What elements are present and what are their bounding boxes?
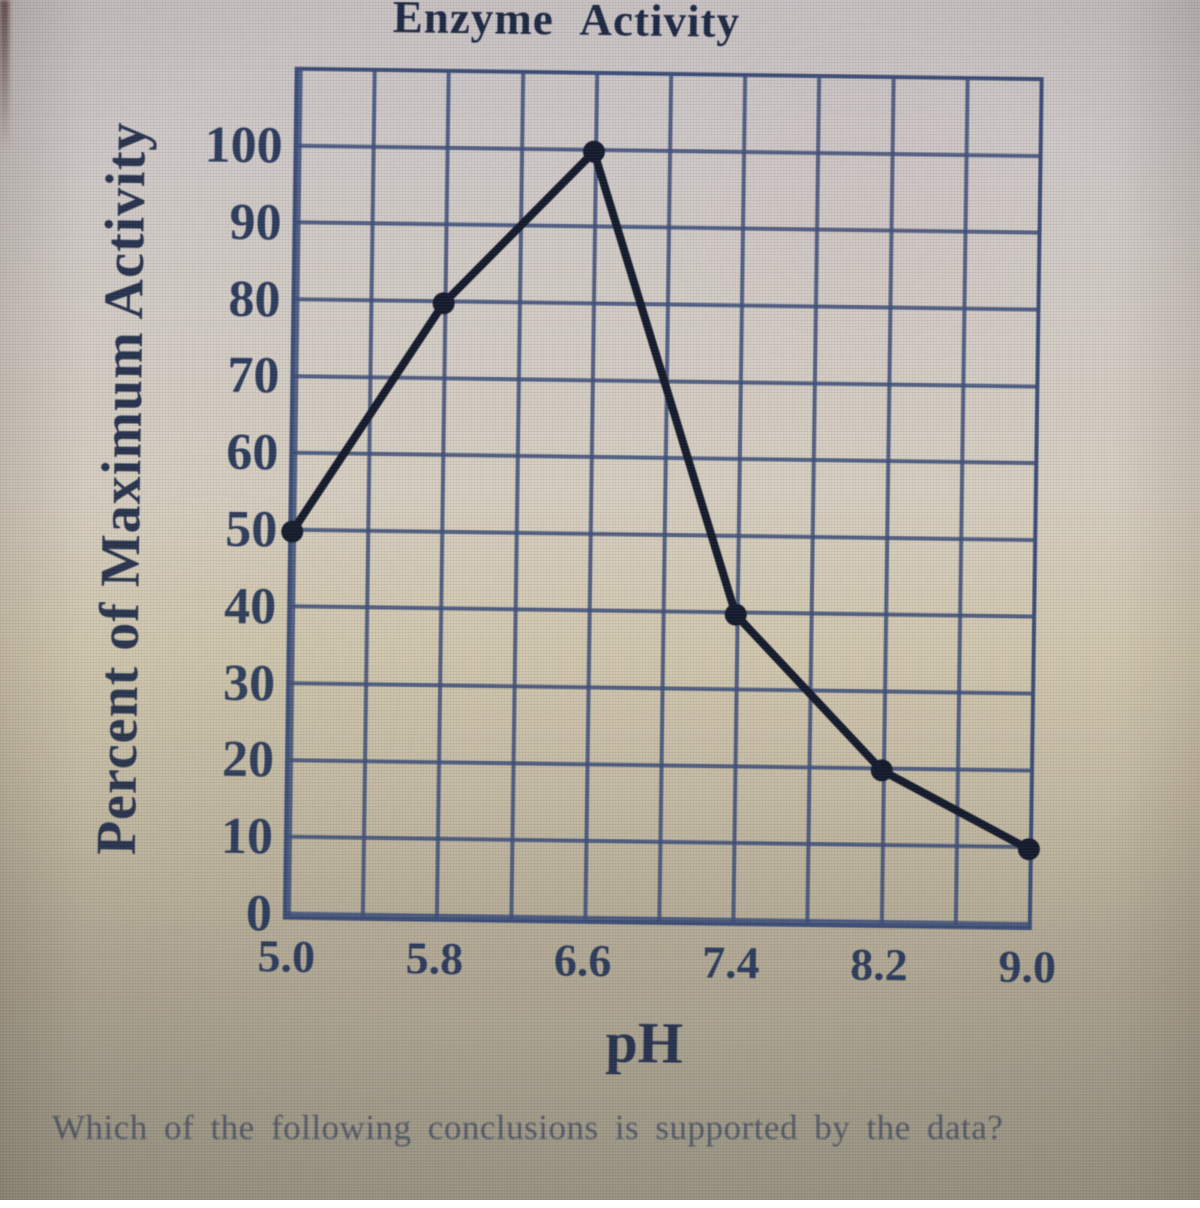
x-tick-label: 8.2: [850, 942, 908, 989]
x-tick-label: 6.6: [554, 937, 612, 984]
activity-polyline: [288, 148, 1039, 850]
y-tick-label: 30: [223, 657, 276, 710]
y-tick-label: 40: [224, 580, 277, 633]
y-tick-label: 90: [229, 196, 282, 249]
chart-title: Enzyme Activity: [346, 0, 787, 49]
x-axis-label: pH: [605, 1009, 683, 1077]
plot-area: [283, 67, 1044, 930]
question-text: Which of the following conclusions is su…: [52, 1108, 1182, 1148]
y-tick-label: 50: [225, 504, 278, 557]
y-tick-label: 80: [228, 273, 281, 326]
y-tick-label: 70: [227, 350, 280, 403]
y-tick-label: 20: [222, 734, 275, 787]
x-tick-label: 9.0: [998, 944, 1056, 991]
photo-edge-artifact: [0, 0, 9, 150]
y-tick-label: 10: [221, 811, 274, 864]
y-tick-label: 60: [226, 427, 279, 480]
x-tick-label: 5.8: [405, 935, 463, 982]
activity-line-series: [287, 71, 1040, 926]
x-tick-label: 7.4: [702, 939, 760, 986]
y-tick-label: 100: [204, 119, 283, 172]
x-tick-label: 5.0: [257, 933, 315, 980]
